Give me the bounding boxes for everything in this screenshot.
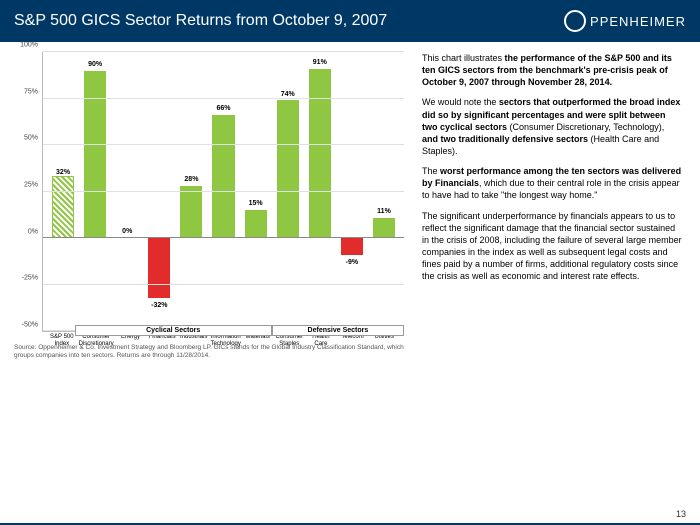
bar — [212, 115, 234, 238]
bar-value-label: 91% — [305, 59, 335, 66]
header-bar: S&P 500 GICS Sector Returns from October… — [0, 0, 700, 42]
bar-column: -9% — [337, 52, 367, 331]
bar — [309, 69, 331, 238]
y-tick: 100% — [20, 42, 38, 49]
bars-container: 32% 90% 0% -32% 28% 66% 15%74%91% -9% 11% — [43, 52, 404, 331]
bar-column: 66% — [208, 52, 238, 331]
gridline — [43, 51, 404, 52]
bar-column: 32% — [48, 52, 78, 331]
page-title: S&P 500 GICS Sector Returns from October… — [14, 12, 387, 30]
text-column: This chart illustrates the performance o… — [422, 52, 682, 476]
bar-value-label: 0% — [112, 228, 142, 235]
logo-ring-icon — [564, 10, 586, 32]
bar-value-label: 15% — [241, 200, 271, 207]
bar-value-label: 28% — [176, 176, 206, 183]
bar — [180, 186, 202, 238]
bar — [245, 210, 267, 238]
y-axis: -50%-25%0%25%50%75%100% — [14, 52, 42, 332]
bar-value-label: 66% — [208, 105, 238, 112]
page-number: 13 — [676, 509, 686, 519]
bar-column: 91% — [305, 52, 335, 331]
logo: PPENHEIMER — [564, 10, 686, 32]
gridline — [43, 144, 404, 145]
bar-value-label: 90% — [80, 61, 110, 68]
gridline — [43, 237, 404, 238]
gridline — [43, 284, 404, 285]
bar-column: -32% — [144, 52, 174, 331]
bar-column: 28% — [176, 52, 206, 331]
bar-value-label: -32% — [144, 302, 174, 309]
logo-text: PPENHEIMER — [590, 14, 686, 29]
bar-chart: -50%-25%0%25%50%75%100% 32%90%0%-32%28%6… — [14, 52, 404, 332]
bar-column: 11% — [369, 52, 399, 331]
bar — [84, 71, 106, 238]
y-tick: -50% — [22, 322, 38, 329]
gridline — [43, 191, 404, 192]
sector-group-box: Defensive Sectors — [272, 325, 404, 336]
y-tick: 75% — [24, 88, 38, 95]
bar-column: 90% — [80, 52, 110, 331]
y-tick: 50% — [24, 135, 38, 142]
bar — [341, 238, 363, 255]
bar-column: 74% — [273, 52, 303, 331]
bar-value-label: 32% — [48, 169, 78, 176]
bar — [52, 176, 74, 238]
bar-value-label: -9% — [337, 259, 367, 266]
y-tick: -25% — [22, 275, 38, 282]
gridline — [43, 98, 404, 99]
plot-area: 32% 90% 0% -32% 28% 66% 15%74%91% -9% 11% — [42, 52, 404, 332]
bar-column: 15% — [241, 52, 271, 331]
bar — [148, 238, 170, 298]
body: -50% -25% 0% 25% 50% 75% 100% 32% 90% 0% -32% 28% 6… — [0, 42, 700, 482]
para-2: We would note the sectors that outperfor… — [422, 96, 682, 157]
bar — [277, 100, 299, 238]
para-4: The significant underperformance by fina… — [422, 210, 682, 283]
source-note: Source: Oppenheimer & Co. Investment Str… — [14, 344, 404, 360]
para-1: This chart illustrates the performance o… — [422, 52, 682, 88]
group-boxes: Cyclical SectorsDefensive Sectors — [42, 325, 404, 336]
para-3: The worst performance among the ten sect… — [422, 165, 682, 201]
chart-column: -50%-25%0%25%50%75%100% 32%90%0%-32%28%6… — [14, 52, 404, 476]
bar-column: 0% — [112, 52, 142, 331]
y-tick: 0% — [28, 228, 38, 235]
bar-value-label: 11% — [369, 208, 399, 215]
sector-group-box: Cyclical Sectors — [75, 325, 272, 336]
y-tick: 25% — [24, 182, 38, 189]
bar — [373, 218, 395, 238]
